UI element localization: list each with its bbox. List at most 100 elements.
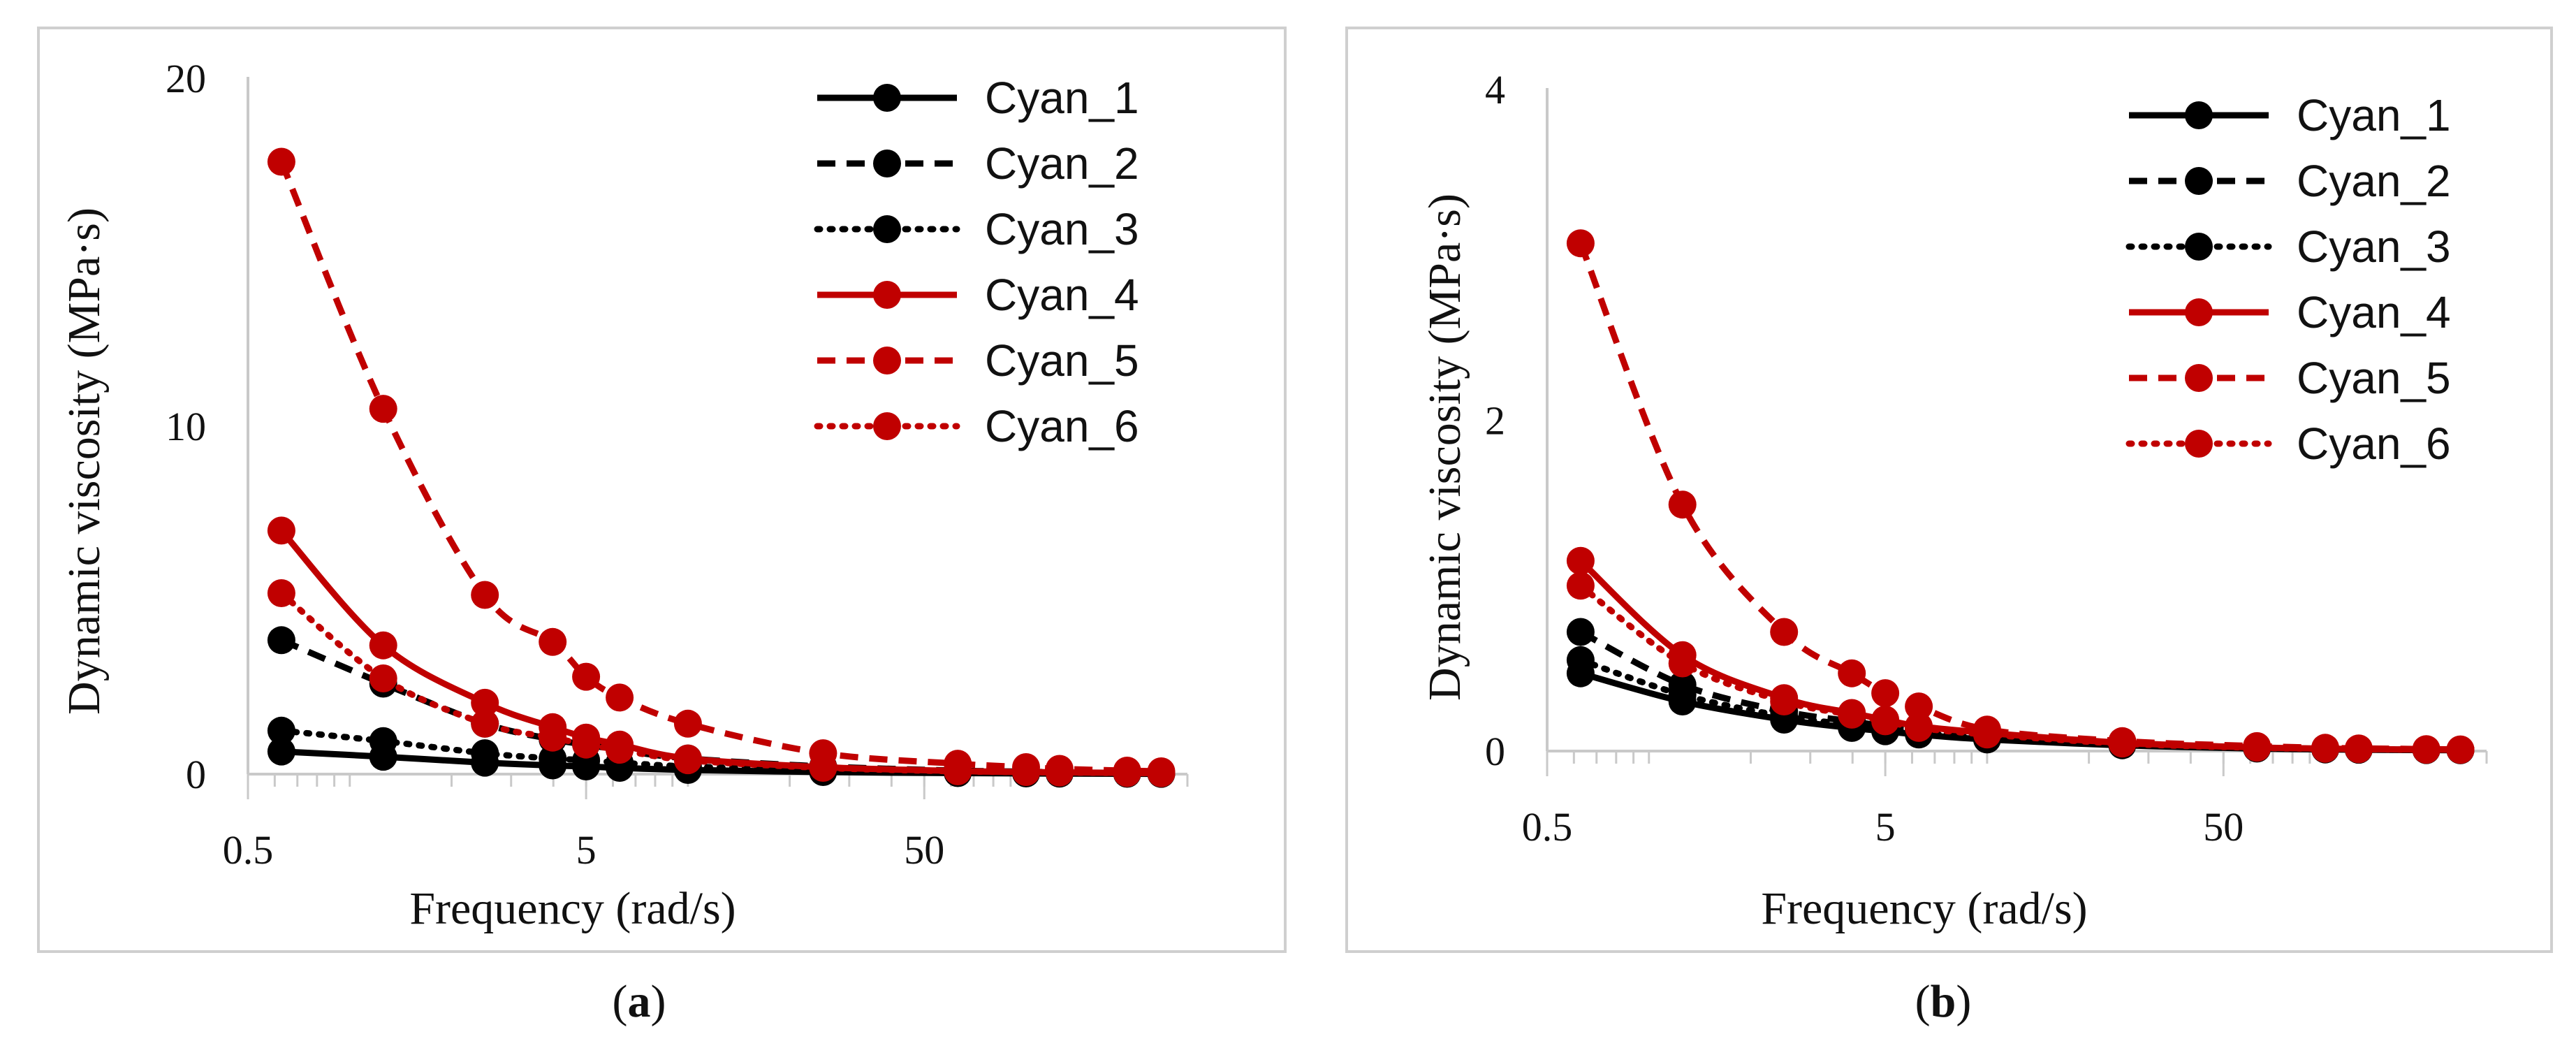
panel-a-legend-item: Cyan_2 (817, 138, 1139, 189)
panel-a-data-point-Cyan_6 (572, 730, 601, 759)
panel-b-data-point-Cyan_6 (2344, 735, 2373, 764)
panel-a-data-point-Cyan_3 (267, 716, 295, 745)
panel-a-legend-swatch-marker (873, 215, 901, 243)
panel-b-data-point-Cyan_5 (1566, 229, 1595, 258)
panel-b-data-point-Cyan_5 (1905, 692, 1933, 721)
panel-b-legend-swatch-marker (2185, 101, 2213, 129)
panel-a-data-point-Cyan_3 (369, 727, 397, 755)
panel-b-data-point-Cyan_6 (1905, 713, 1933, 742)
panel-b: 0.5 5 50 0 2 4 Cyan_1 Cyan_2 Cyan_3 Cyan_4 Cyan_5… (1345, 27, 2553, 953)
panel-a-data-point-Cyan_4 (267, 516, 295, 545)
panel-a-data-point-Cyan_6 (1045, 758, 1074, 787)
panel-a-y-tick-label: 10 (166, 404, 206, 449)
panel-a-x-tick-label: 0.5 (223, 827, 274, 873)
panel-a-data-point-Cyan_5 (267, 147, 295, 176)
panel-b-data-point-Cyan_6 (2108, 729, 2137, 758)
panel-b-legend-item: Cyan_5 (2129, 353, 2451, 403)
panel-b-legend: Cyan_1 Cyan_2 Cyan_3 Cyan_4 Cyan_5 Cyan_6 (2125, 90, 2451, 469)
panel-b-legend-item: Cyan_4 (2129, 287, 2451, 337)
panel-b-x-axis-title: Frequency (rad/s) (1761, 883, 2087, 934)
panel-a-legend-swatch-marker (873, 281, 901, 309)
panel-a-series-line-Cyan_5 (278, 160, 1162, 775)
panel-a-frame (37, 27, 1287, 953)
panel-a-caption-close: ) (651, 976, 666, 1027)
panel-b-x-tick-label: 0.5 (1522, 804, 1573, 850)
panel-b-legend-swatch-marker (2185, 167, 2213, 195)
panel-a-legend-item: Cyan_1 (817, 73, 1139, 123)
panel-a-legend-item: Cyan_3 (814, 204, 1139, 254)
panel-a-data-point-Cyan_5 (369, 395, 397, 423)
panel-a-legend-label: Cyan_5 (985, 335, 1139, 386)
panel-b-legend-swatch-marker (2185, 364, 2213, 392)
panel-b-data-point-Cyan_6 (1566, 572, 1595, 600)
panel-b-legend-swatch-marker (2185, 298, 2213, 326)
panel-b-data-point-Cyan_6 (2311, 734, 2339, 763)
panel-a-data-point-Cyan_5 (606, 683, 634, 712)
panel-a-data-point-Cyan_5 (673, 709, 702, 738)
panel-b-legend-item: Cyan_1 (2129, 90, 2451, 140)
panel-a-data-point-Cyan_6 (1012, 758, 1040, 786)
panel-b-caption: (b) (1915, 976, 1972, 1027)
panel-b-data-point-Cyan_4 (1566, 546, 1595, 575)
panel-a-y-tick-label: 20 (166, 56, 206, 101)
panel-b-tick-labels: 0.5 5 50 0 2 4 (1485, 67, 2244, 850)
panel-a-caption: (a) (613, 976, 666, 1027)
panel-a-legend: Cyan_1 Cyan_2 Cyan_3 Cyan_4 Cyan_5 Cyan_6 (814, 73, 1139, 451)
panel-b-data-point-Cyan_5 (1838, 659, 1866, 687)
panel-b-legend-label: Cyan_5 (2297, 353, 2451, 403)
panel-a-x-tick-label: 50 (904, 827, 944, 873)
panel-b-data-point-Cyan_5 (1871, 679, 1900, 708)
panel-a-x-axis-title: Frequency (rad/s) (409, 883, 736, 934)
panel-b-caption-open: ( (1915, 976, 1931, 1027)
panel-a-data-point-Cyan_6 (369, 664, 397, 692)
panel-a-data-point-Cyan_6 (809, 754, 837, 782)
panel-a-legend-item: Cyan_4 (817, 270, 1139, 320)
panel-a-data-point-Cyan_6 (267, 579, 295, 607)
panel-a-caption-letter: a (628, 976, 651, 1027)
panel-b-x-tick-label: 50 (2203, 804, 2244, 850)
panel-b-data-point-Cyan_6 (2243, 734, 2271, 762)
panel-b-data-point-Cyan_2 (1566, 618, 1595, 646)
panel-a-data-point-Cyan_2 (267, 626, 295, 655)
panel-a-legend-label: Cyan_1 (985, 73, 1139, 123)
panel-b-legend-swatch-marker (2185, 233, 2213, 261)
panel-a-data-point-Cyan_3 (539, 744, 567, 773)
panel-b-data-point-Cyan_6 (2412, 736, 2440, 764)
panel-b-data-point-Cyan_6 (1770, 687, 1799, 715)
panel-a-data-point-Cyan_5 (572, 662, 601, 691)
panel-a-data-point-Cyan_6 (539, 723, 567, 752)
panel-a-tick-labels: 0.5 5 50 0 10 20 (166, 56, 944, 873)
panel-a-legend-swatch-marker (873, 150, 901, 177)
panel-a-data-point-Cyan_4 (369, 631, 397, 660)
panel-a-data-point-Cyan_6 (606, 736, 634, 764)
panel-b-legend-label: Cyan_4 (2297, 287, 2451, 337)
panel-b-caption-close: ) (1956, 976, 1971, 1027)
panel-b-y-axis-title: Dynamic viscosity (MPa·s) (1419, 194, 1470, 701)
panel-a-data-point-Cyan_6 (673, 746, 702, 775)
panel-a-data-point-Cyan_6 (471, 709, 499, 738)
panel-a-data-point-Cyan_4 (471, 688, 499, 717)
panel-b-caption-letter: b (1931, 976, 1956, 1027)
panel-b-data-point-Cyan_6 (1973, 720, 2001, 749)
panel-a-legend-item: Cyan_5 (817, 335, 1139, 386)
panel-a-data-point-Cyan_6 (1147, 759, 1176, 787)
panel-a-legend-label: Cyan_6 (985, 401, 1139, 451)
panel-b-data-point-Cyan_5 (1770, 618, 1799, 646)
panel-b-data-point-Cyan_6 (2446, 736, 2475, 764)
panel-a-data-point-Cyan_5 (539, 627, 567, 656)
panel-b-y-tick-label: 2 (1485, 398, 1505, 444)
panel-b-legend-label: Cyan_3 (2297, 221, 2451, 272)
panel-b-legend-item: Cyan_6 (2125, 419, 2451, 469)
panel-b-legend-item: Cyan_3 (2125, 221, 2451, 272)
panel-b-legend-label: Cyan_2 (2297, 156, 2451, 206)
panel-b-legend-swatch-marker (2185, 430, 2213, 458)
panel-a-legend-swatch-marker (873, 347, 901, 374)
panel-b-data-point-Cyan_6 (1668, 649, 1697, 678)
panel-a-data-point-Cyan_3 (471, 739, 499, 768)
panel-b-data-point-Cyan_5 (1668, 490, 1697, 519)
panel-b-data-point-Cyan_6 (1838, 700, 1866, 729)
panel-a-y-axis-title: Dynamic viscosity (MPa·s) (59, 208, 110, 715)
panel-b-legend-label: Cyan_6 (2297, 419, 2451, 469)
